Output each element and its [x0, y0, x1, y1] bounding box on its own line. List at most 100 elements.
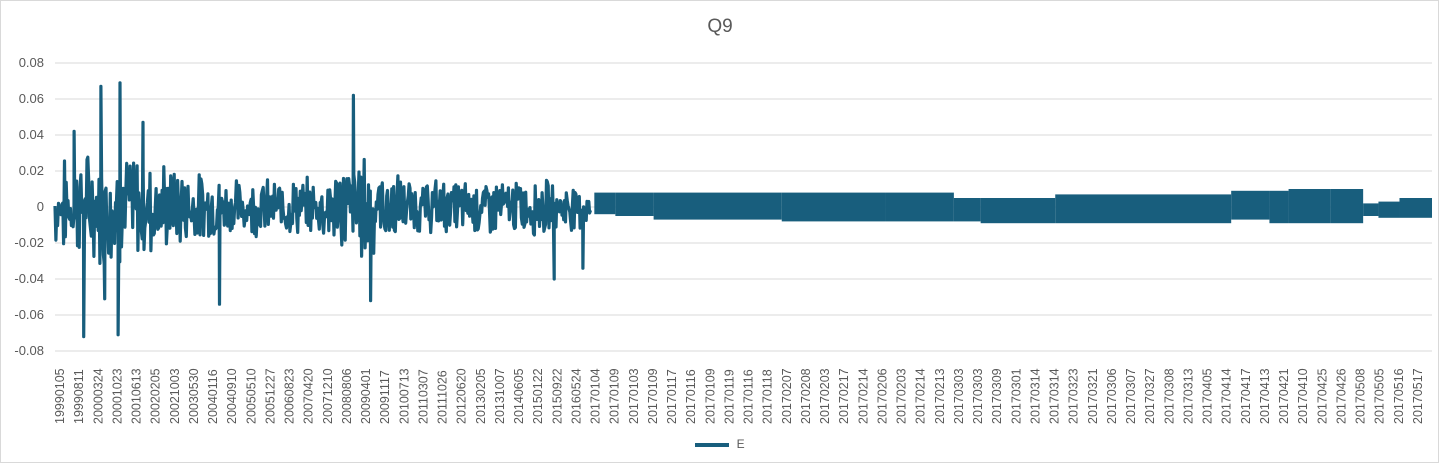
x-tick-label: 20170508 — [1354, 368, 1368, 424]
x-tick-label: 20170314 — [1028, 368, 1042, 424]
x-tick-label: 20170314 — [1048, 368, 1062, 424]
x-tick-label: 20170417 — [1239, 368, 1253, 424]
y-tick-label: -0.02 — [14, 235, 44, 250]
x-tick-label: 20120620 — [455, 368, 469, 424]
y-tick-label: 0.08 — [19, 55, 44, 70]
x-tick-label: 20071210 — [321, 368, 335, 424]
x-tick-label: 20090401 — [359, 368, 373, 424]
series-line-e — [53, 81, 593, 339]
series-band-e — [1399, 198, 1432, 218]
x-tick-label: 20001023 — [110, 368, 124, 424]
x-tick-label: 20110307 — [416, 369, 430, 424]
x-tick-label: 20170413 — [1258, 368, 1272, 424]
series-band-e — [885, 192, 954, 222]
x-tick-label: 20021003 — [168, 368, 182, 424]
x-tick-label: 20040910 — [225, 368, 239, 424]
y-tick-label: 0.06 — [19, 91, 44, 106]
x-tick-label: 20150122 — [531, 368, 545, 424]
x-tick-label: 20170426 — [1334, 368, 1348, 424]
x-tick-label: 20170119 — [722, 369, 736, 424]
x-tick-label: 20170206 — [875, 368, 889, 424]
x-tick-label: 20010613 — [130, 368, 144, 424]
x-tick-label: 20000324 — [91, 368, 105, 424]
x-tick-label: 20170208 — [799, 368, 813, 424]
legend: E — [0, 437, 1440, 451]
x-tick-label: 20080806 — [340, 368, 354, 424]
x-tick-label: 20170303 — [971, 368, 985, 424]
x-tick-label: 20111026 — [436, 370, 450, 424]
x-tick-label: 20170116 — [742, 369, 756, 424]
x-tick-label: 20170327 — [1143, 368, 1157, 424]
legend-swatch-e — [695, 442, 730, 447]
x-tick-label: 20170109 — [703, 368, 717, 424]
x-tick-label: 20140605 — [512, 368, 526, 424]
series-band-e — [615, 192, 654, 216]
x-tick-label: 20100713 — [397, 368, 411, 424]
x-tick-label: 20170405 — [1201, 368, 1215, 424]
x-tick-label: 20170410 — [1296, 368, 1310, 424]
x-tick-label: 20170109 — [646, 368, 660, 424]
legend-label-e: E — [736, 437, 745, 451]
x-tick-label: 20170213 — [933, 368, 947, 424]
x-tick-label: 20170321 — [1086, 368, 1100, 424]
series-band-e — [1330, 189, 1364, 224]
x-tick-label: 20040116 — [206, 369, 220, 424]
y-tick-label: -0.04 — [14, 271, 44, 286]
x-tick-label: 20050510 — [244, 368, 258, 424]
x-tick-label: 20170103 — [627, 368, 641, 424]
series-band-e — [1378, 201, 1400, 218]
y-tick-label: 0.04 — [19, 127, 44, 142]
x-tick-label: 20091117 — [378, 370, 392, 424]
x-tick-label: 20170301 — [1009, 368, 1023, 424]
series-band-e — [1231, 190, 1270, 220]
x-tick-label: 20170116 — [684, 369, 698, 424]
x-tick-label: 20170309 — [990, 368, 1004, 424]
x-tick-label: 20170421 — [1277, 368, 1291, 424]
x-tick-label: 20170217 — [837, 368, 851, 424]
x-tick-label: 20170118 — [761, 369, 775, 424]
series-band-e — [594, 192, 616, 215]
x-tick-label: 20051227 — [263, 368, 277, 424]
y-tick-label: -0.08 — [14, 343, 44, 358]
series-band-e — [1363, 203, 1379, 216]
x-tick-label: 20170109 — [608, 368, 622, 424]
x-tick-label: 20170516 — [1392, 368, 1406, 424]
x-tick-label: 20070420 — [302, 368, 316, 424]
series-band-e — [953, 198, 981, 222]
x-tick-label: 20030530 — [187, 368, 201, 424]
x-tick-label: 20131007 — [493, 368, 507, 424]
chart-title: Q9 — [707, 16, 733, 37]
x-tick-label: 20170414 — [1220, 368, 1234, 424]
series-band-e — [781, 192, 886, 222]
x-tick-label: 20170505 — [1373, 368, 1387, 424]
series-band-e — [1269, 190, 1289, 224]
x-tick-label: 20170203 — [818, 368, 832, 424]
x-tick-label: 20160524 — [569, 368, 583, 424]
x-tick-label: 19990811 — [72, 369, 86, 424]
y-tick-label: -0.06 — [14, 307, 44, 322]
x-tick-label: 20150922 — [550, 368, 564, 424]
x-tick-label: 20170207 — [780, 368, 794, 424]
x-tick-label: 20170308 — [1162, 368, 1176, 424]
x-tick-label: 20170104 — [589, 368, 603, 424]
x-tick-label: 20170307 — [1124, 368, 1138, 424]
x-tick-label: 20060823 — [283, 368, 297, 424]
x-tick-label: 20170517 — [1411, 368, 1425, 424]
x-tick-label: 20170214 — [914, 368, 928, 424]
x-tick-label: 20170203 — [895, 368, 909, 424]
series-band-e — [653, 192, 782, 220]
series-band-e — [1288, 189, 1331, 224]
series-band-e — [980, 198, 1056, 224]
x-tick-label: 20020205 — [149, 368, 163, 424]
x-tick-label: 20130205 — [474, 368, 488, 424]
x-tick-label: 19990105 — [53, 368, 67, 424]
x-tick-label: 20170306 — [1105, 368, 1119, 424]
y-tick-label: 0 — [37, 199, 44, 214]
x-tick-label: 20170214 — [856, 368, 870, 424]
series-band-e — [1055, 194, 1232, 224]
x-tick-label: 20170303 — [952, 368, 966, 424]
x-tick-label: 20170425 — [1315, 368, 1329, 424]
x-tick-label: 20170117 — [665, 369, 679, 424]
